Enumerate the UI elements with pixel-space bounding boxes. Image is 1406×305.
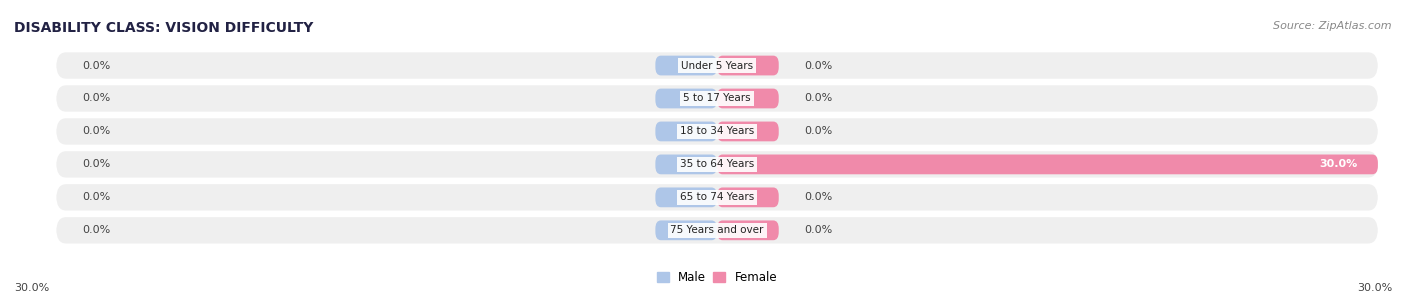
- Text: 30.0%: 30.0%: [1357, 283, 1392, 293]
- Text: Under 5 Years: Under 5 Years: [681, 60, 754, 70]
- FancyBboxPatch shape: [717, 56, 779, 75]
- FancyBboxPatch shape: [56, 217, 1378, 243]
- Text: 65 to 74 Years: 65 to 74 Years: [681, 192, 754, 202]
- FancyBboxPatch shape: [717, 221, 779, 240]
- Text: 18 to 34 Years: 18 to 34 Years: [681, 127, 754, 136]
- Text: 0.0%: 0.0%: [82, 127, 110, 136]
- Text: 75 Years and over: 75 Years and over: [671, 225, 763, 235]
- Text: 0.0%: 0.0%: [82, 225, 110, 235]
- Text: 30.0%: 30.0%: [1319, 160, 1357, 169]
- FancyBboxPatch shape: [56, 85, 1378, 112]
- Text: 0.0%: 0.0%: [82, 60, 110, 70]
- FancyBboxPatch shape: [717, 88, 779, 108]
- FancyBboxPatch shape: [655, 155, 717, 174]
- FancyBboxPatch shape: [655, 188, 717, 207]
- Text: 0.0%: 0.0%: [804, 225, 832, 235]
- Text: 0.0%: 0.0%: [82, 94, 110, 103]
- Text: 0.0%: 0.0%: [804, 60, 832, 70]
- FancyBboxPatch shape: [655, 56, 717, 75]
- FancyBboxPatch shape: [56, 52, 1378, 79]
- FancyBboxPatch shape: [56, 118, 1378, 145]
- FancyBboxPatch shape: [56, 151, 1378, 178]
- FancyBboxPatch shape: [655, 88, 717, 108]
- Text: 35 to 64 Years: 35 to 64 Years: [681, 160, 754, 169]
- Text: 0.0%: 0.0%: [82, 192, 110, 202]
- FancyBboxPatch shape: [717, 188, 779, 207]
- Legend: Male, Female: Male, Female: [652, 267, 782, 289]
- Text: Source: ZipAtlas.com: Source: ZipAtlas.com: [1274, 21, 1392, 31]
- FancyBboxPatch shape: [717, 155, 1378, 174]
- FancyBboxPatch shape: [717, 122, 779, 141]
- Text: 0.0%: 0.0%: [804, 192, 832, 202]
- FancyBboxPatch shape: [56, 184, 1378, 210]
- Text: 30.0%: 30.0%: [14, 283, 49, 293]
- FancyBboxPatch shape: [655, 221, 717, 240]
- Text: 0.0%: 0.0%: [804, 127, 832, 136]
- Text: 0.0%: 0.0%: [82, 160, 110, 169]
- Text: 5 to 17 Years: 5 to 17 Years: [683, 94, 751, 103]
- Text: DISABILITY CLASS: VISION DIFFICULTY: DISABILITY CLASS: VISION DIFFICULTY: [14, 21, 314, 35]
- Text: 0.0%: 0.0%: [804, 94, 832, 103]
- FancyBboxPatch shape: [655, 122, 717, 141]
